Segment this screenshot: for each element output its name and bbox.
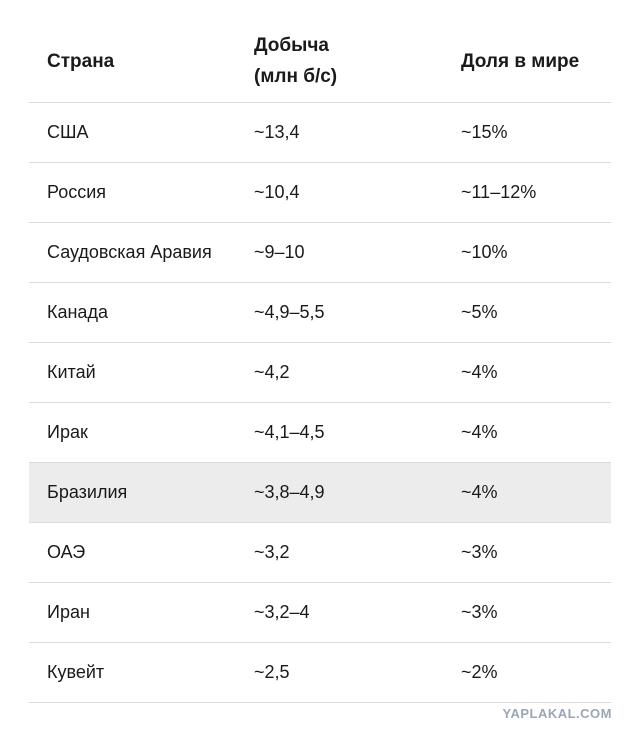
table-cell: Кувейт <box>29 642 236 703</box>
table-row: Бразилия ~3,8–4,9 ~4% <box>29 462 611 523</box>
table-cell: Китай <box>29 342 236 403</box>
table-cell: ~3,2–4 <box>236 582 443 643</box>
table-cell: ~4% <box>443 342 611 403</box>
table-row: Россия ~10,4 ~11–12% <box>29 162 611 223</box>
table-cell: ~2,5 <box>236 642 443 703</box>
table-row: Саудовская Аравия ~9–10 ~10% <box>29 222 611 283</box>
table-cell: ~10,4 <box>236 162 443 223</box>
table-cell: ~4,2 <box>236 342 443 403</box>
table-cell: ~3% <box>443 522 611 583</box>
table-cell: ~11–12% <box>443 162 611 223</box>
header-cell: Доля в мире <box>443 20 611 103</box>
table-cell: ~5% <box>443 282 611 343</box>
table-cell: Россия <box>29 162 236 223</box>
watermark: YAPLAKAL.COM <box>502 706 612 721</box>
table-cell: ~4,9–5,5 <box>236 282 443 343</box>
table-cell: ~4% <box>443 462 611 523</box>
table-cell: ОАЭ <box>29 522 236 583</box>
table-cell: Ирак <box>29 402 236 463</box>
table-row: США ~13,4 ~15% <box>29 102 611 163</box>
header-cell: Страна <box>29 20 236 103</box>
table-cell: ~3% <box>443 582 611 643</box>
table-row: Иран ~3,2–4 ~3% <box>29 582 611 643</box>
table-cell: США <box>29 102 236 163</box>
table-cell: ~4% <box>443 402 611 463</box>
header-row: Страна Добыча (млн б/с) Доля в мире <box>29 20 611 103</box>
table-cell: ~4,1–4,5 <box>236 402 443 463</box>
table-cell: ~15% <box>443 102 611 163</box>
table-cell: ~3,2 <box>236 522 443 583</box>
table-cell: Канада <box>29 282 236 343</box>
table-row: Китай ~4,2 ~4% <box>29 342 611 403</box>
table-cell: ~9–10 <box>236 222 443 283</box>
table-cell: Иран <box>29 582 236 643</box>
table-row: Канада ~4,9–5,5 ~5% <box>29 282 611 343</box>
table-cell: Бразилия <box>29 462 236 523</box>
header-cell: Добыча (млн б/с) <box>236 20 443 103</box>
table-cell: ~2% <box>443 642 611 703</box>
table-cell: Саудовская Аравия <box>29 222 236 283</box>
table-cell: ~13,4 <box>236 102 443 163</box>
table-body: США ~13,4 ~15% Россия ~10,4 ~11–12% Саудовская… <box>29 102 611 703</box>
table-row: Ирак ~4,1–4,5 ~4% <box>29 402 611 463</box>
table-cell: ~3,8–4,9 <box>236 462 443 523</box>
table-cell: ~10% <box>443 222 611 283</box>
table-row: ОАЭ ~3,2 ~3% <box>29 522 611 583</box>
production-table: Страна Добыча (млн б/с) Доля в мире США ~… <box>29 20 611 703</box>
table-row: Кувейт ~2,5 ~2% <box>29 642 611 703</box>
